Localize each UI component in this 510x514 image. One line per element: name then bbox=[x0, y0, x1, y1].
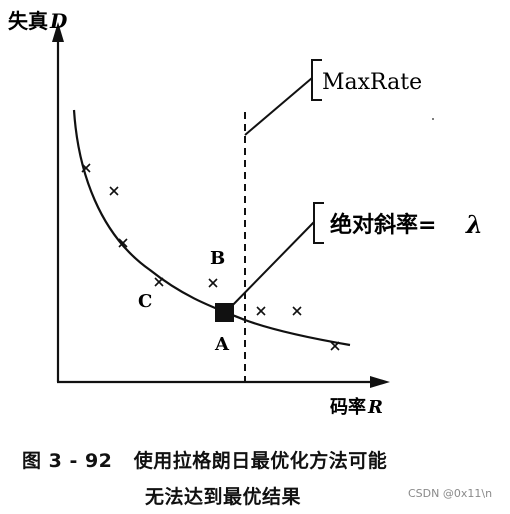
cross-marker bbox=[208, 278, 218, 288]
cross-marker bbox=[154, 277, 164, 287]
cross-marker bbox=[81, 163, 91, 173]
cross-marker bbox=[256, 306, 266, 316]
maxrate-leader-line bbox=[244, 77, 313, 136]
x-axis-arrow-icon bbox=[370, 376, 390, 388]
maxrate-label: MaxRate bbox=[322, 70, 422, 95]
cross-marker bbox=[109, 186, 119, 196]
x-axis-symbol: R bbox=[367, 397, 383, 418]
point-a-label: A bbox=[214, 334, 230, 355]
slope-leader-line bbox=[224, 221, 315, 314]
point-a-marker bbox=[215, 303, 234, 322]
cross-marker bbox=[292, 306, 302, 316]
cross-marker bbox=[118, 238, 128, 248]
maxrate-bracket bbox=[311, 59, 322, 101]
point-c-label: C bbox=[138, 291, 152, 312]
slope-bracket bbox=[313, 202, 324, 244]
rd-curve bbox=[72, 109, 351, 347]
figure-caption-line2: 无法达到最优结果 bbox=[145, 486, 302, 508]
speck-dot bbox=[432, 118, 434, 120]
y-axis-symbol: D bbox=[49, 9, 68, 33]
slope-label: 绝对斜率= bbox=[330, 212, 436, 238]
lambda-symbol: λ bbox=[465, 210, 483, 239]
point-b-label: B bbox=[210, 248, 225, 269]
watermark: CSDN @0x11\n bbox=[408, 487, 493, 500]
y-axis-arrow-icon bbox=[52, 22, 64, 42]
x-axis-label: 码率 bbox=[330, 396, 366, 418]
y-axis-label: 失真 bbox=[8, 9, 48, 33]
figure-caption-line1: 图 3 - 92 使用拉格朗日最优化方法可能 bbox=[22, 450, 388, 472]
cross-marker bbox=[330, 341, 340, 351]
